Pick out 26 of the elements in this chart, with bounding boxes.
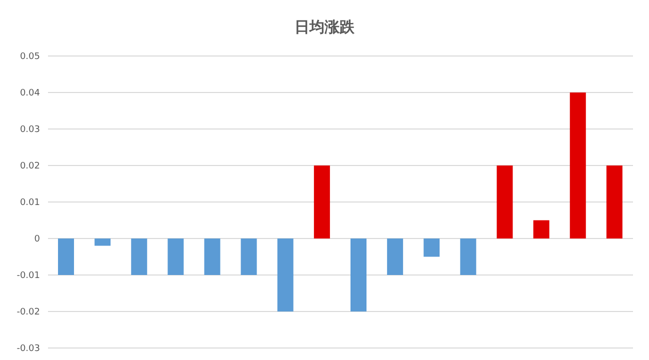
bar [58,238,74,275]
bar [168,238,184,275]
bar [387,238,404,275]
chart-title: 日均涨跌 [294,17,356,38]
bar [94,238,111,246]
bar [570,92,586,238]
y-tick-label: 0.02 [20,162,40,172]
bar [606,166,622,238]
y-tick-label: -0.01 [16,271,40,282]
y-tick-label: 0.04 [20,88,40,99]
bar [496,166,513,238]
y-tick-label: -0.02 [16,308,40,318]
bar [424,238,440,257]
bar [277,238,294,312]
y-tick-label: 0.05 [20,52,40,62]
bar [460,238,476,275]
bar [350,238,366,312]
y-tick-label: 0.03 [20,125,40,136]
bar [204,238,220,275]
y-tick-label: 0.01 [20,198,40,208]
bar [533,220,550,238]
y-tick-label: -0.03 [16,344,40,354]
bar [131,238,148,275]
bar [314,166,330,238]
y-tick-label: 0 [34,234,40,245]
bar [240,238,257,275]
